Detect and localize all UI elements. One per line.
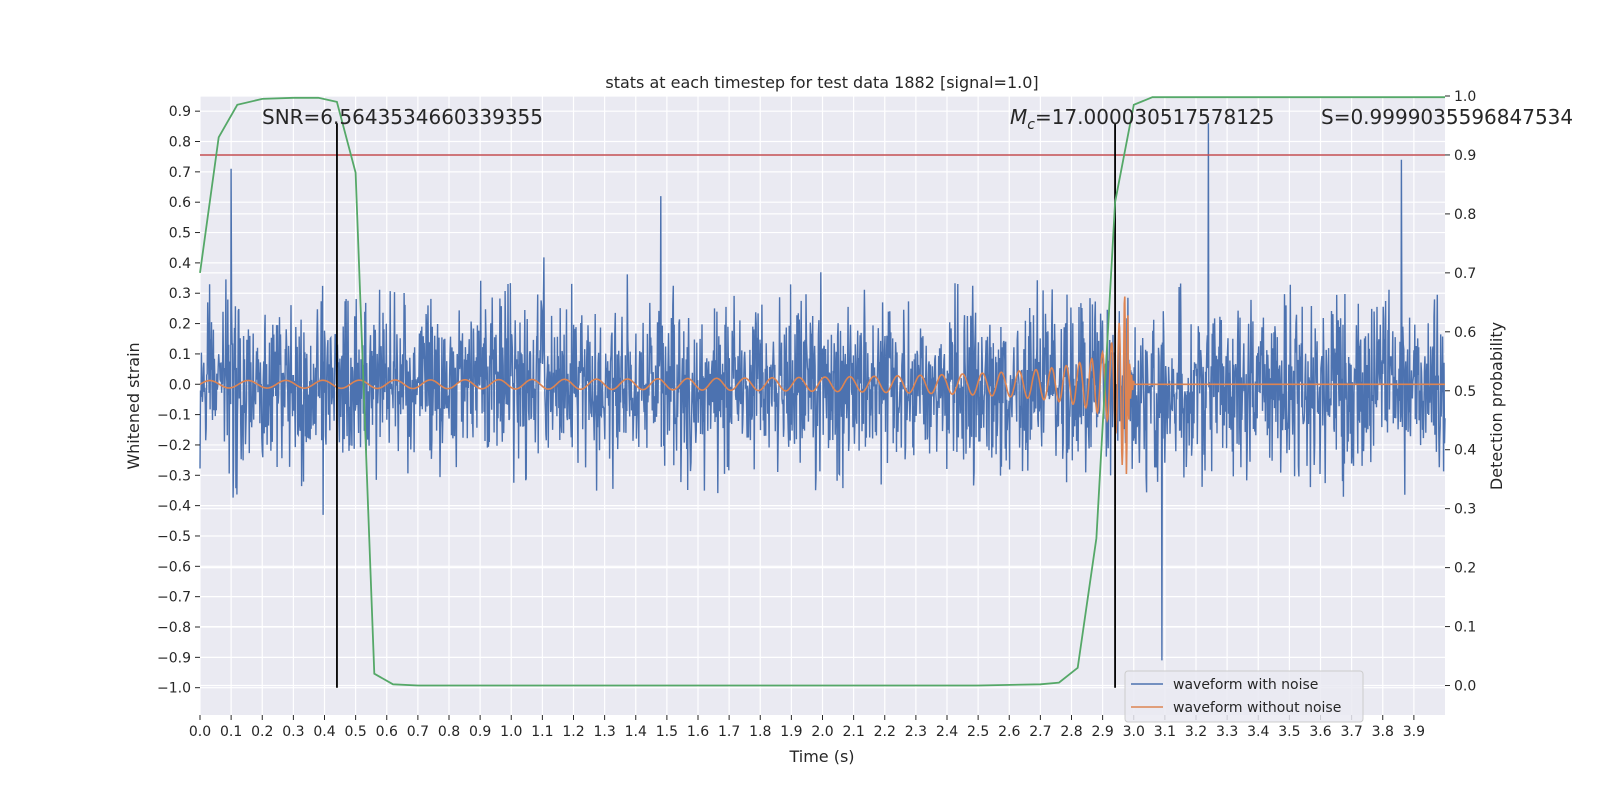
x-tick-label: 0.1 (220, 724, 242, 740)
y-right-tick-label: 1.0 (1454, 89, 1476, 105)
series-waveform-without-noise (199, 296, 1445, 475)
y-tick-label: −0.2 (157, 438, 191, 454)
y-right-tick-label: 0.4 (1454, 443, 1476, 459)
x-tick-label: 3.6 (1309, 724, 1331, 740)
x-tick-label: 0.9 (469, 724, 491, 740)
chirp-trace (199, 296, 1445, 475)
x-tick-label: 1.8 (749, 724, 771, 740)
x-tick-label: 3.7 (1340, 724, 1362, 740)
series-detection-probability (199, 96, 1445, 687)
x-tick-label: 1.4 (625, 724, 647, 740)
x-tick-label: 2.6 (998, 724, 1020, 740)
x-tick-label: 3.8 (1372, 724, 1394, 740)
y-right-tick-label: 0.2 (1454, 561, 1476, 577)
x-tick-label: 0.8 (438, 724, 460, 740)
x-tick-label: 0.6 (376, 724, 398, 740)
y-right-tick-label: 0.1 (1454, 620, 1476, 636)
y-tick-label: 0.0 (169, 377, 191, 393)
y-right-axis-title: Detection probability (1487, 322, 1506, 490)
y-right-tick-label: 0.7 (1454, 266, 1476, 282)
x-tick-label: 3.3 (1216, 724, 1238, 740)
x-tick-label: 2.7 (1029, 724, 1051, 740)
y-right-tick-label: 0.5 (1454, 384, 1476, 400)
y-tick-label: 0.2 (169, 317, 191, 333)
x-tick-label: 2.8 (1060, 724, 1082, 740)
snr-annotation: SNR=6.5643534660339355 (262, 105, 543, 129)
x-tick-label: 0.2 (251, 724, 273, 740)
x-tick-label: 2.9 (1091, 724, 1113, 740)
y-tick-label: 0.1 (169, 347, 191, 363)
x-axis-title: Time (s) (788, 747, 854, 766)
y-tick-label: −0.1 (157, 408, 191, 424)
y-tick-label: −0.3 (157, 468, 191, 484)
y-axis-ticks: 0.9 0.8 0.7 0.6 0.5 0.4 0.3 0.2 0.1 0.0 −0.1 −0.2 −0… (157, 104, 200, 697)
chirp-mass-value: =17.000030517578125 (1035, 105, 1274, 129)
legend-label-noise: waveform with noise (1173, 677, 1318, 693)
y-right-tick-label: 0.0 (1454, 679, 1476, 695)
chirp-mass-subscript: c (1027, 117, 1035, 133)
x-tick-label: 0.4 (313, 724, 335, 740)
chart-title: stats at each timestep for test data 188… (605, 73, 1038, 92)
x-tick-label: 1.6 (687, 724, 709, 740)
legend: waveform with noise waveform without noi… (1124, 670, 1364, 723)
y-right-tick-label: 0.8 (1454, 207, 1476, 223)
y-tick-label: 0.9 (169, 104, 191, 120)
x-axis-ticks: 0.0 0.1 0.2 0.3 0.4 0.5 0.6 0.7 0.8 0.9 1.0 1.1 1.2 1… (189, 715, 1425, 740)
grid (199, 95, 1445, 715)
series-waveform-with-noise (199, 123, 1446, 661)
y-tick-label: 0.7 (169, 165, 191, 181)
x-tick-label: 1.2 (562, 724, 584, 740)
x-tick-label: 1.7 (718, 724, 740, 740)
probability-trace (199, 96, 1445, 687)
x-tick-label: 1.5 (656, 724, 678, 740)
x-tick-label: 3.0 (1123, 724, 1145, 740)
x-tick-label: 1.9 (780, 724, 802, 740)
y-tick-label: 0.3 (169, 286, 191, 302)
x-tick-label: 0.5 (344, 724, 366, 740)
y-tick-label: 0.6 (169, 195, 191, 211)
y-axis-title: Whitened strain (124, 342, 143, 469)
x-tick-label: 3.1 (1154, 724, 1176, 740)
y-tick-label: −0.9 (157, 650, 191, 666)
x-tick-label: 3.2 (1185, 724, 1207, 740)
x-tick-label: 3.5 (1278, 724, 1300, 740)
y-tick-label: −0.5 (157, 529, 191, 545)
y-tick-label: 0.5 (169, 226, 191, 242)
y-tick-label: −0.7 (157, 590, 191, 606)
chirp-mass-symbol: M (1010, 105, 1027, 129)
y-right-tick-label: 0.6 (1454, 325, 1476, 341)
x-tick-label: 1.3 (593, 724, 615, 740)
noise-trace (199, 123, 1446, 661)
x-tick-label: 2.0 (811, 724, 833, 740)
y-right-tick-label: 0.3 (1454, 502, 1476, 518)
y-tick-label: −1.0 (157, 681, 191, 697)
y-right-axis-ticks: 1.0 0.9 0.8 0.7 0.6 0.5 0.4 0.3 0.2 0.1 0.0 (1445, 89, 1476, 695)
y-tick-label: −0.4 (157, 499, 191, 515)
x-tick-label: 0.3 (282, 724, 304, 740)
x-tick-label: 0.0 (189, 724, 211, 740)
x-tick-label: 2.2 (874, 724, 896, 740)
x-tick-label: 2.5 (967, 724, 989, 740)
significance-annotation: S=0.9999035596847534 (1321, 105, 1573, 129)
y-tick-label: 0.4 (169, 256, 191, 272)
x-tick-label: 3.9 (1403, 724, 1425, 740)
x-tick-label: 3.4 (1247, 724, 1269, 740)
y-tick-label: −0.6 (157, 559, 191, 575)
x-tick-label: 0.7 (407, 724, 429, 740)
y-tick-label: 0.8 (169, 135, 191, 151)
chirp-mass-annotation: Mc=17.000030517578125 (1010, 105, 1274, 133)
legend-label-clean: waveform without noise (1173, 700, 1341, 716)
y-right-tick-label: 0.9 (1454, 148, 1476, 164)
x-tick-label: 1.1 (531, 724, 553, 740)
legend-box (1124, 670, 1364, 723)
x-tick-label: 2.4 (936, 724, 958, 740)
x-tick-label: 2.1 (842, 724, 864, 740)
x-tick-label: 1.0 (500, 724, 522, 740)
y-tick-label: −0.8 (157, 620, 191, 636)
x-tick-label: 2.3 (905, 724, 927, 740)
